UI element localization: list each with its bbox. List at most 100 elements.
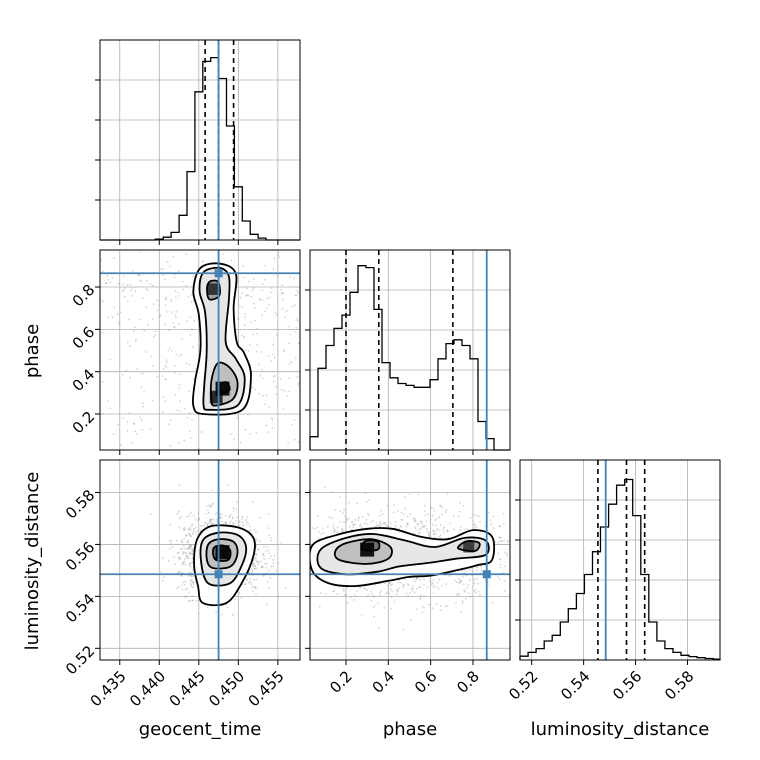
scatter-point <box>190 545 193 548</box>
scatter-point <box>192 533 195 535</box>
scatter-point <box>267 527 270 530</box>
scatter-point <box>361 526 363 529</box>
scatter-point <box>421 526 424 529</box>
scatter-point <box>273 356 276 359</box>
scatter-point <box>191 553 194 556</box>
scatter-point <box>245 523 247 526</box>
scatter-point <box>461 600 464 602</box>
scatter-point <box>172 255 175 258</box>
scatter-point <box>267 355 270 358</box>
x-tick-label-luminosity-distance-3: 0.58 <box>661 667 697 703</box>
scatter-point <box>145 288 148 290</box>
scatter-point <box>468 592 470 595</box>
scatter-point <box>447 530 449 532</box>
scatter-point <box>471 570 473 572</box>
scatter-point <box>395 593 398 596</box>
scatter-point <box>246 516 249 518</box>
scatter-point <box>177 270 180 272</box>
scatter-point <box>288 342 290 345</box>
scatter-point <box>174 371 176 374</box>
scatter-point <box>169 419 172 422</box>
scatter-point <box>183 537 185 540</box>
density-peak-2 <box>207 283 219 295</box>
scatter-point <box>212 518 215 521</box>
scatter-point <box>433 509 436 512</box>
scatter-point <box>180 572 183 574</box>
scatter-point <box>404 496 406 499</box>
scatter-point <box>427 530 430 533</box>
scatter-point <box>230 259 233 262</box>
x-tick-label-luminosity-distance-2: 0.56 <box>609 667 645 703</box>
y-tick-label-phase-3: 0.8 <box>69 281 99 311</box>
scatter-point <box>427 533 430 536</box>
scatter-point <box>420 522 423 525</box>
scatter-point <box>197 512 200 514</box>
scatter-point <box>149 428 152 431</box>
scatter-point <box>386 591 389 593</box>
scatter-point <box>349 596 352 599</box>
scatter-point <box>263 555 265 557</box>
scatter-point <box>494 541 497 544</box>
scatter-point <box>375 524 378 527</box>
scatter-point <box>138 273 141 276</box>
scatter-point <box>463 589 466 592</box>
scatter-point <box>117 282 120 285</box>
scatter-point <box>173 325 175 328</box>
scatter-point <box>413 578 415 581</box>
scatter-point <box>268 296 271 299</box>
scatter-point <box>413 526 416 529</box>
scatter-point <box>432 523 434 526</box>
scatter-point <box>348 525 351 528</box>
scatter-point <box>254 538 257 540</box>
scatter-point <box>277 274 279 277</box>
scatter-point <box>469 517 472 519</box>
scatter-point <box>190 584 193 586</box>
scatter-point <box>183 407 186 410</box>
scatter-point <box>359 587 362 589</box>
scatter-point <box>324 486 326 489</box>
scatter-point <box>136 368 139 370</box>
scatter-point <box>491 601 494 604</box>
scatter-point <box>282 298 284 301</box>
scatter-point <box>211 503 213 506</box>
scatter-point <box>173 314 176 316</box>
panel-geocent-time-vs-phase: 0.2 0.4 0.6 0.8 <box>69 249 301 455</box>
panel-hist-geocent-time <box>95 39 301 245</box>
scatter-point <box>247 413 249 416</box>
scatter-point <box>267 513 270 515</box>
scatter-point <box>100 299 103 301</box>
truth-marker <box>482 570 491 579</box>
scatter-point <box>253 578 256 581</box>
scatter-point <box>261 283 264 286</box>
scatter-point <box>178 551 180 554</box>
scatter-point <box>397 581 400 584</box>
density-peak-1 <box>463 541 475 553</box>
scatter-point <box>164 323 166 326</box>
scatter-point <box>341 527 343 530</box>
scatter-point <box>281 284 284 287</box>
scatter-point <box>252 287 255 290</box>
scatter-point <box>416 577 418 580</box>
scatter-point <box>189 571 192 574</box>
scatter-point <box>455 602 457 604</box>
scatter-point <box>192 547 194 550</box>
scatter-point <box>117 313 119 316</box>
scatter-point <box>430 507 432 510</box>
scatter-point <box>162 274 165 276</box>
scatter-point <box>193 319 196 322</box>
scatter-point <box>378 627 380 629</box>
contour-line-1 <box>198 266 246 411</box>
scatter-point <box>435 529 438 532</box>
scatter-point <box>352 523 355 526</box>
x-tick-label-geocent-time-3: 0.450 <box>205 667 248 710</box>
scatter-point <box>215 611 218 614</box>
scatter-point <box>260 351 263 353</box>
scatter-point <box>117 423 119 426</box>
scatter-point <box>419 598 421 601</box>
scatter-point <box>191 328 193 331</box>
scatter-point <box>246 294 248 296</box>
scatter-point <box>210 505 213 508</box>
scatter-point <box>397 510 399 512</box>
scatter-point <box>459 581 461 583</box>
scatter-point <box>210 518 213 521</box>
